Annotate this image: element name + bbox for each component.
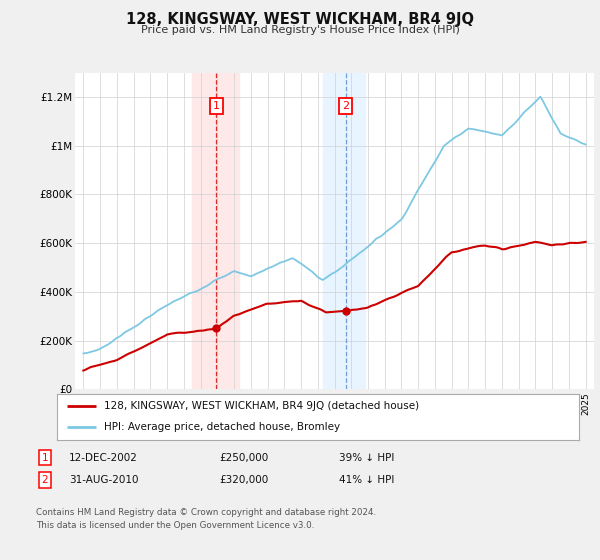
Text: Contains HM Land Registry data © Crown copyright and database right 2024.
This d: Contains HM Land Registry data © Crown c… xyxy=(36,508,376,530)
Text: 128, KINGSWAY, WEST WICKHAM, BR4 9JQ: 128, KINGSWAY, WEST WICKHAM, BR4 9JQ xyxy=(126,12,474,27)
Bar xyxy=(192,73,239,389)
Text: 39% ↓ HPI: 39% ↓ HPI xyxy=(339,452,394,463)
Text: 1: 1 xyxy=(213,101,220,111)
Text: HPI: Average price, detached house, Bromley: HPI: Average price, detached house, Brom… xyxy=(104,422,340,432)
Text: 41% ↓ HPI: 41% ↓ HPI xyxy=(339,475,394,485)
Bar xyxy=(323,73,365,389)
Text: 12-DEC-2002: 12-DEC-2002 xyxy=(69,452,138,463)
Text: 2: 2 xyxy=(342,101,349,111)
Text: 31-AUG-2010: 31-AUG-2010 xyxy=(69,475,139,485)
Text: £320,000: £320,000 xyxy=(219,475,268,485)
Text: 1: 1 xyxy=(41,452,49,463)
Text: 128, KINGSWAY, WEST WICKHAM, BR4 9JQ (detached house): 128, KINGSWAY, WEST WICKHAM, BR4 9JQ (de… xyxy=(104,401,419,411)
Text: Price paid vs. HM Land Registry's House Price Index (HPI): Price paid vs. HM Land Registry's House … xyxy=(140,25,460,35)
Text: 2: 2 xyxy=(41,475,49,485)
Text: £250,000: £250,000 xyxy=(219,452,268,463)
